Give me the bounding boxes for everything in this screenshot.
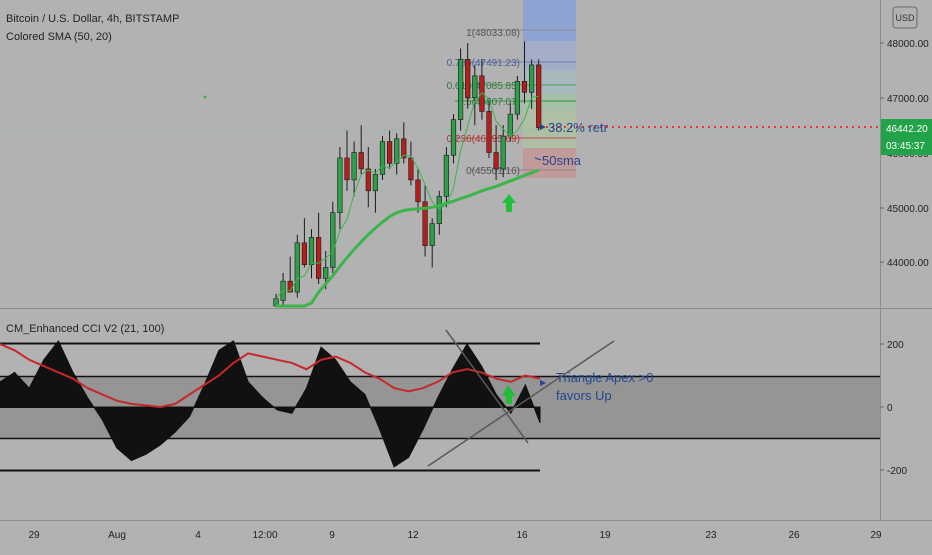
fib-label-0: 0(45501.16) xyxy=(466,166,520,177)
candle-bearish[interactable] xyxy=(365,168,371,192)
time-tick: 19 xyxy=(599,530,611,541)
fib-label-0786: 0.786(47491.23) xyxy=(447,58,520,69)
bar-countdown: 03:45:37 xyxy=(886,141,925,152)
last-price-box xyxy=(881,119,932,155)
cci-signal-line[interactable] xyxy=(0,343,541,409)
cci-title[interactable]: CM_Enhanced CCI V2 (21, 100) xyxy=(6,323,164,335)
cci-area[interactable] xyxy=(0,339,541,468)
cci-indicator[interactable]: Triangle Apex >0 favors Up CM_Enhanced C… xyxy=(0,323,880,472)
cci-tick-200: 200 xyxy=(887,340,904,351)
cci-tick-minus200: -200 xyxy=(887,466,907,477)
candle-bullish[interactable] xyxy=(450,119,457,156)
price-tick-45000: 45000.00 xyxy=(887,204,929,215)
time-tick: 9 xyxy=(329,530,335,541)
candle-bullish[interactable] xyxy=(323,267,329,279)
candle-bearish[interactable] xyxy=(479,75,485,112)
up-arrow-icon xyxy=(502,194,516,212)
fib-zone-0382 xyxy=(523,110,576,148)
triangle-upper-line[interactable] xyxy=(445,329,529,444)
indicator-title[interactable]: Colored SMA (50, 20) xyxy=(6,31,112,43)
candle-bearish[interactable] xyxy=(401,138,407,159)
retr-annotation[interactable]: 38.2% retr xyxy=(548,120,609,135)
cci-tick-0: 0 xyxy=(887,403,893,414)
candle-bearish[interactable] xyxy=(415,179,421,203)
candle-bullish[interactable] xyxy=(514,81,520,115)
sma-50-line[interactable] xyxy=(276,168,540,308)
candle-bearish[interactable] xyxy=(344,157,350,181)
time-tick: 23 xyxy=(705,530,717,541)
fib-zone-05 xyxy=(523,94,576,110)
price-tick-48000: 48000.00 xyxy=(887,39,929,50)
candle-bullish[interactable] xyxy=(443,154,450,197)
time-tick: 12 xyxy=(407,530,419,541)
triangle-lower-line[interactable] xyxy=(427,340,615,467)
candle-bullish[interactable] xyxy=(294,242,300,293)
price-tick-44000: 44000.00 xyxy=(887,258,929,269)
time-tick: 29 xyxy=(870,530,882,541)
price-pane[interactable] xyxy=(0,0,880,308)
candle-bullish[interactable] xyxy=(337,157,343,214)
candle-bearish[interactable] xyxy=(301,242,308,266)
cci-up-arrow-icon xyxy=(502,385,516,404)
currency-button[interactable]: USD xyxy=(892,6,918,29)
candle-bullish[interactable] xyxy=(308,237,315,266)
currency-label: USD xyxy=(895,13,915,23)
time-tick: 26 xyxy=(788,530,800,541)
symbol-title[interactable]: Bitcoin / U.S. Dollar, 4h, BITSTAMP xyxy=(6,13,179,25)
candle-bullish[interactable] xyxy=(379,141,386,175)
time-tick: Aug xyxy=(108,530,126,541)
time-tick: 4 xyxy=(195,530,201,541)
candle-bullish[interactable] xyxy=(500,135,506,170)
last-price-label[interactable]: 46442.20 03:45:37 xyxy=(881,119,932,155)
sma-fast-line[interactable] xyxy=(275,92,539,300)
candle-bearish[interactable] xyxy=(486,111,492,153)
candle-bullish[interactable] xyxy=(472,75,478,99)
candle-bullish[interactable] xyxy=(429,223,435,246)
fib-zone-top xyxy=(523,0,576,41)
time-axis[interactable]: 29 Aug 4 12:00 9 12 16 19 23 26 29 xyxy=(28,530,882,541)
candle-bearish[interactable] xyxy=(493,152,499,170)
candle-bearish[interactable] xyxy=(422,201,428,246)
time-tick: 29 xyxy=(28,530,40,541)
candle-bullish[interactable] xyxy=(507,113,513,137)
candle-bearish[interactable] xyxy=(386,141,393,164)
fib-label-1: 1(48033.08) xyxy=(466,28,520,39)
price-tick-47000: 47000.00 xyxy=(887,94,929,105)
sma-annotation[interactable]: 50sma xyxy=(542,153,582,168)
candle-bullish[interactable] xyxy=(280,280,286,301)
pointer-left-icon xyxy=(540,124,546,130)
time-tick: 16 xyxy=(516,530,528,541)
candle-bullish[interactable] xyxy=(372,174,379,192)
marker-dot xyxy=(203,95,207,99)
candle-bullish[interactable] xyxy=(394,138,400,164)
candles-layer[interactable] xyxy=(273,41,542,307)
candle-bearish[interactable] xyxy=(465,59,471,99)
candle-bullish[interactable] xyxy=(351,152,357,181)
triangle-annotation-1[interactable]: Triangle Apex >0 xyxy=(556,370,653,385)
triangle-annotation-2[interactable]: favors Up xyxy=(556,388,612,403)
currency-button-frame xyxy=(892,6,918,29)
candle-bearish[interactable] xyxy=(315,237,322,279)
last-price-value: 46442.20 xyxy=(886,124,928,135)
candle-bearish[interactable] xyxy=(358,152,364,170)
fib-label-0236: 0.236(46095.09) xyxy=(447,134,520,145)
candle-bullish[interactable] xyxy=(457,59,464,120)
candle-bullish[interactable] xyxy=(330,212,336,268)
cci-pointer-icon xyxy=(540,380,546,386)
time-tick: 12:00 xyxy=(252,530,277,541)
candle-bearish[interactable] xyxy=(408,157,414,181)
sma-annotation-pointer xyxy=(534,157,542,161)
cci-axis[interactable]: 200 0 -200 xyxy=(880,340,907,477)
candle-bearish[interactable] xyxy=(521,81,528,93)
candle-bullish[interactable] xyxy=(528,64,535,93)
